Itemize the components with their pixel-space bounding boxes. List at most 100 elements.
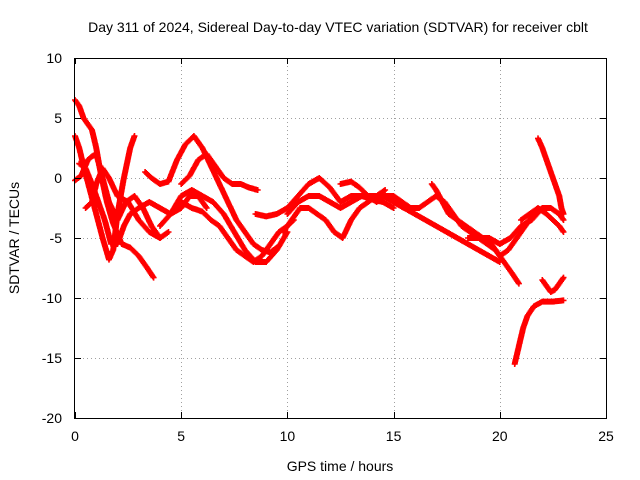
x-tick-label: 0 xyxy=(71,428,79,444)
y-tick-label: 5 xyxy=(54,110,62,126)
data-point xyxy=(188,194,191,198)
data-point xyxy=(328,186,332,189)
data-point xyxy=(517,344,521,348)
data-point xyxy=(197,158,200,162)
data-point xyxy=(536,206,540,210)
series-arc-7 xyxy=(157,187,291,265)
data-point xyxy=(209,218,213,222)
data-point xyxy=(137,206,140,210)
data-point xyxy=(169,212,172,216)
data-point xyxy=(318,194,321,198)
data-point xyxy=(201,194,204,198)
data-point xyxy=(265,215,268,218)
data-point xyxy=(129,146,132,150)
data-point xyxy=(90,200,94,204)
data-point xyxy=(530,218,533,222)
data-point xyxy=(498,242,501,246)
series-arc-9 xyxy=(178,151,261,193)
data-point xyxy=(256,188,259,192)
data-point xyxy=(137,254,140,258)
data-point xyxy=(360,194,363,198)
data-point xyxy=(562,218,565,222)
data-point xyxy=(120,242,123,246)
data-point xyxy=(201,146,204,150)
data-point xyxy=(549,170,552,174)
data-point xyxy=(513,362,516,366)
data-point xyxy=(152,276,155,279)
data-point xyxy=(558,224,561,228)
data-point xyxy=(526,314,529,318)
data-point xyxy=(551,300,555,303)
data-point xyxy=(441,200,444,204)
data-point xyxy=(116,218,119,222)
data-point xyxy=(286,212,289,216)
data-point xyxy=(515,236,518,240)
data-point xyxy=(502,260,506,264)
y-tick-label: 10 xyxy=(46,50,62,66)
data-point xyxy=(488,254,491,258)
data-point xyxy=(158,224,162,228)
data-point xyxy=(417,206,421,210)
data-point xyxy=(95,182,98,186)
data-point xyxy=(80,174,83,177)
y-tick-label: -5 xyxy=(50,230,63,246)
data-point xyxy=(84,206,87,210)
data-point xyxy=(269,242,272,246)
data-point xyxy=(445,230,448,234)
data-point xyxy=(509,236,512,240)
data-point xyxy=(413,212,416,216)
data-point xyxy=(324,218,327,222)
data-point xyxy=(541,278,544,282)
series-arc-10 xyxy=(252,175,397,220)
data-point xyxy=(383,194,387,198)
data-point xyxy=(233,230,236,234)
data-point xyxy=(553,182,557,186)
data-point xyxy=(192,134,196,138)
data-point xyxy=(434,188,438,192)
data-point xyxy=(101,167,104,170)
x-tick-label: 5 xyxy=(177,428,185,444)
data-point xyxy=(109,242,113,246)
data-point xyxy=(148,230,151,234)
data-point xyxy=(90,182,94,186)
data-point xyxy=(95,212,98,216)
data-point xyxy=(358,206,361,210)
data-point xyxy=(148,200,151,204)
data-point xyxy=(424,218,427,222)
data-point xyxy=(275,248,278,252)
data-point xyxy=(218,224,221,228)
data-point xyxy=(226,200,230,204)
data-point xyxy=(549,290,552,294)
data-point xyxy=(560,206,563,210)
data-point xyxy=(188,174,191,177)
data-point xyxy=(90,128,94,132)
data-point xyxy=(558,212,561,216)
series-arc-19 xyxy=(511,297,567,367)
data-point xyxy=(243,230,247,234)
data-point xyxy=(296,200,300,204)
data-point xyxy=(133,134,136,138)
data-point xyxy=(519,218,523,222)
data-point xyxy=(551,218,555,222)
data-point xyxy=(339,182,342,186)
x-axis-label: GPS time / hours xyxy=(287,458,394,474)
series-arc-17 xyxy=(535,135,567,217)
data-point xyxy=(307,194,310,198)
data-point xyxy=(381,200,385,204)
data-point xyxy=(101,236,104,240)
x-tick-label: 10 xyxy=(280,428,296,444)
data-point xyxy=(254,212,257,216)
data-point xyxy=(392,200,395,204)
y-tick-label: -10 xyxy=(42,290,62,306)
data-point xyxy=(129,212,132,216)
data-point xyxy=(434,224,438,228)
data-point xyxy=(175,158,179,162)
data-point xyxy=(477,236,480,240)
y-tick-label: -20 xyxy=(42,410,62,426)
plot-frame xyxy=(74,58,607,419)
series-trace xyxy=(511,297,567,367)
series-arc-16 xyxy=(464,205,567,247)
data-point xyxy=(511,272,514,276)
data-point xyxy=(562,230,565,234)
